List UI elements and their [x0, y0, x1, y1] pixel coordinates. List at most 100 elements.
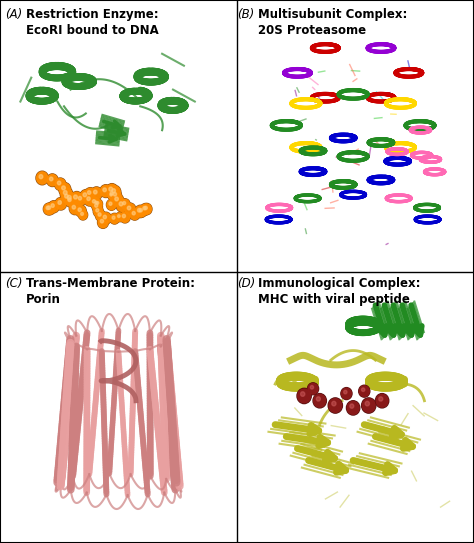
Circle shape: [78, 208, 82, 212]
Circle shape: [59, 183, 70, 195]
Circle shape: [141, 204, 150, 214]
Circle shape: [341, 388, 352, 400]
Circle shape: [347, 401, 359, 414]
Circle shape: [297, 388, 311, 403]
Circle shape: [310, 386, 314, 389]
Circle shape: [61, 188, 72, 200]
Circle shape: [101, 213, 111, 224]
Circle shape: [69, 203, 81, 214]
Circle shape: [76, 194, 86, 205]
Circle shape: [75, 193, 86, 205]
Circle shape: [95, 210, 106, 221]
Circle shape: [142, 204, 152, 214]
Circle shape: [49, 177, 53, 181]
Circle shape: [108, 191, 116, 200]
Circle shape: [49, 201, 59, 212]
Circle shape: [60, 187, 73, 201]
Circle shape: [362, 388, 365, 392]
Circle shape: [110, 190, 121, 201]
Circle shape: [94, 206, 103, 217]
Circle shape: [75, 205, 86, 217]
Circle shape: [45, 203, 55, 214]
Circle shape: [73, 195, 77, 199]
Circle shape: [95, 201, 97, 204]
Circle shape: [316, 397, 320, 401]
Circle shape: [36, 172, 48, 184]
Circle shape: [116, 198, 128, 212]
Circle shape: [81, 190, 91, 202]
Circle shape: [125, 203, 136, 216]
Circle shape: [130, 209, 139, 219]
Circle shape: [98, 216, 109, 229]
Circle shape: [91, 187, 102, 200]
Circle shape: [137, 209, 141, 212]
Circle shape: [110, 192, 113, 195]
Circle shape: [90, 197, 100, 208]
Circle shape: [109, 186, 121, 199]
Text: MHC with viral peptide: MHC with viral peptide: [258, 293, 410, 306]
Circle shape: [87, 197, 90, 200]
Circle shape: [96, 201, 99, 204]
Circle shape: [64, 194, 68, 198]
Circle shape: [118, 214, 120, 218]
Circle shape: [85, 188, 95, 199]
Circle shape: [111, 190, 121, 201]
Circle shape: [51, 204, 55, 207]
Circle shape: [108, 189, 118, 200]
Circle shape: [110, 214, 119, 224]
Circle shape: [94, 199, 102, 209]
Circle shape: [92, 200, 95, 203]
Text: Restriction Enzyme:: Restriction Enzyme:: [26, 8, 159, 21]
Circle shape: [45, 204, 55, 214]
Circle shape: [112, 189, 116, 193]
Circle shape: [328, 398, 342, 413]
Circle shape: [84, 194, 95, 206]
Circle shape: [92, 201, 102, 212]
Circle shape: [55, 198, 66, 210]
Circle shape: [103, 188, 106, 192]
Circle shape: [341, 388, 351, 399]
Circle shape: [110, 193, 112, 196]
Circle shape: [64, 193, 76, 205]
Text: Trans-Membrane Protein:: Trans-Membrane Protein:: [26, 277, 195, 290]
Circle shape: [137, 206, 146, 217]
Circle shape: [36, 171, 48, 185]
Circle shape: [122, 214, 126, 218]
Circle shape: [375, 394, 389, 408]
Circle shape: [62, 186, 65, 190]
Circle shape: [43, 203, 54, 215]
Circle shape: [359, 386, 369, 396]
Circle shape: [120, 211, 130, 223]
Text: (C): (C): [5, 277, 22, 290]
Circle shape: [106, 184, 118, 197]
Circle shape: [121, 199, 129, 209]
Circle shape: [117, 199, 128, 211]
Circle shape: [298, 389, 310, 403]
Circle shape: [362, 399, 375, 412]
Circle shape: [80, 190, 92, 203]
Circle shape: [95, 200, 102, 208]
Circle shape: [144, 206, 147, 210]
Circle shape: [85, 188, 96, 200]
Circle shape: [301, 392, 305, 396]
Circle shape: [362, 398, 376, 413]
Circle shape: [46, 174, 58, 186]
Circle shape: [346, 401, 360, 415]
Circle shape: [123, 201, 126, 205]
Circle shape: [55, 198, 66, 210]
Circle shape: [98, 217, 108, 228]
Circle shape: [92, 201, 102, 212]
Circle shape: [64, 192, 77, 206]
Circle shape: [109, 186, 120, 198]
Circle shape: [142, 204, 152, 214]
Circle shape: [83, 193, 87, 197]
Circle shape: [109, 213, 119, 224]
Circle shape: [65, 195, 76, 206]
Circle shape: [376, 394, 388, 407]
Text: (D): (D): [237, 277, 255, 290]
Circle shape: [48, 201, 59, 213]
Circle shape: [116, 212, 124, 222]
Circle shape: [44, 204, 54, 214]
Circle shape: [308, 383, 318, 394]
Circle shape: [85, 194, 95, 205]
